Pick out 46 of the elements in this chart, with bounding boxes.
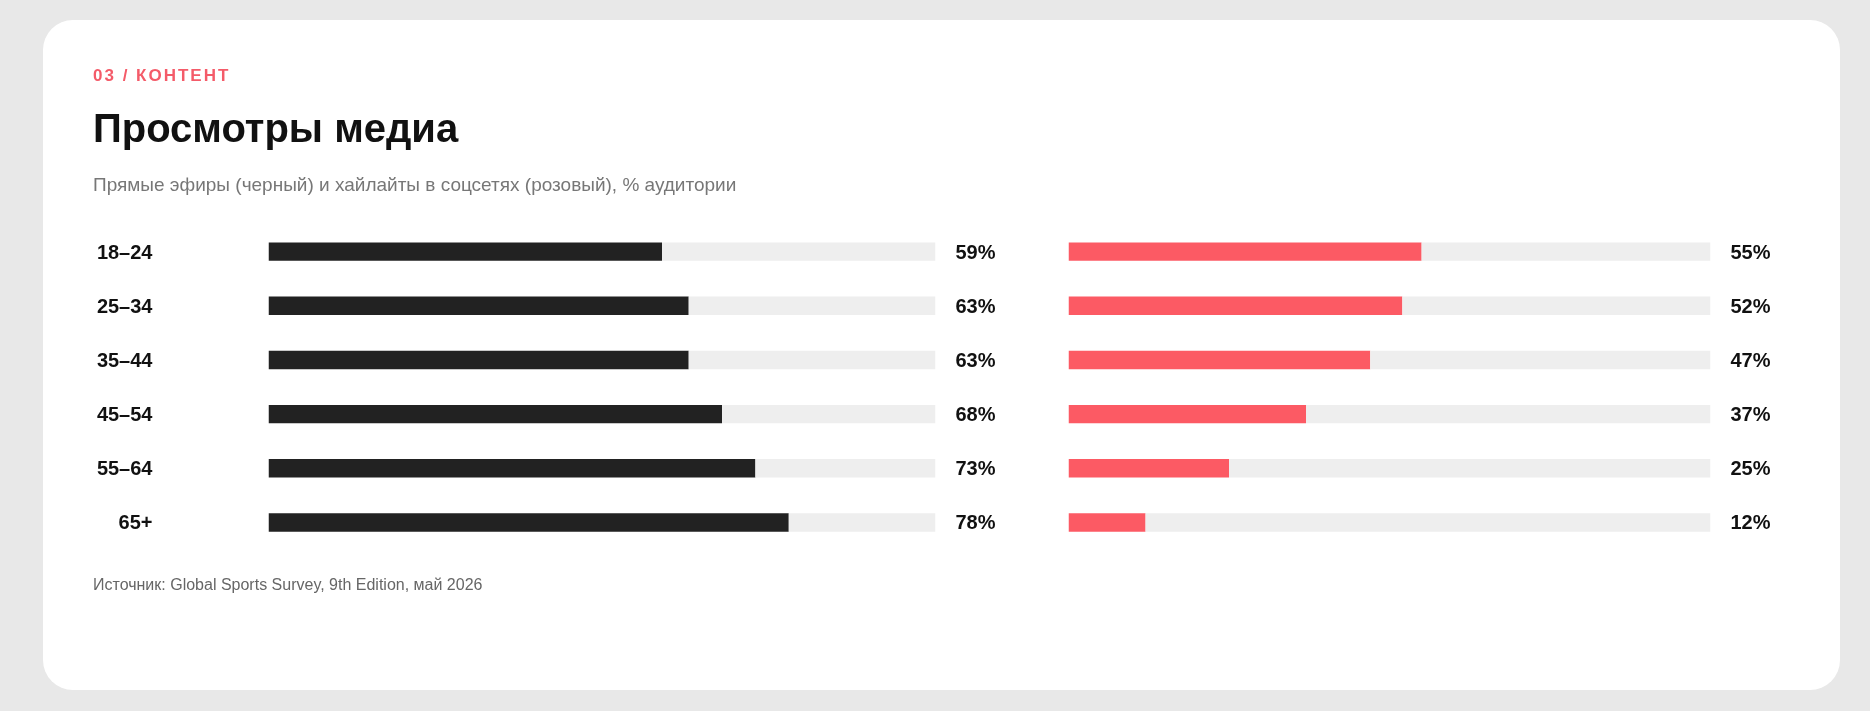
bar xyxy=(755,458,936,478)
data-label: 63% xyxy=(955,348,996,371)
data-label: 55% xyxy=(1730,240,1771,263)
y-tick-label: 18–24 xyxy=(96,240,154,263)
bar xyxy=(268,296,689,315)
text: 03 / КОНТЕНТ xyxy=(93,65,231,87)
bar xyxy=(1068,404,1307,423)
y-tick-label: 25–34 xyxy=(96,294,154,317)
bar xyxy=(1068,458,1229,478)
bar xyxy=(788,512,936,532)
bar xyxy=(1421,241,1711,261)
bar xyxy=(1229,458,1711,478)
bar xyxy=(268,512,789,532)
bar xyxy=(1068,296,1403,315)
bar xyxy=(268,404,723,423)
bar xyxy=(1370,350,1711,369)
bar xyxy=(268,458,756,478)
data-label: 78% xyxy=(955,510,996,533)
data-label: 63% xyxy=(955,294,996,317)
data-label: 12% xyxy=(1730,510,1771,533)
y-tick-label: 65+ xyxy=(118,510,153,533)
bar xyxy=(688,350,936,369)
bar xyxy=(688,296,936,315)
chart-title: Просмотры медиа xyxy=(93,105,459,153)
bar xyxy=(268,350,689,369)
bar xyxy=(662,241,936,261)
bar xyxy=(268,241,663,261)
text: Источник: Global Sports Survey, 9th Edition, май 2026 xyxy=(93,574,483,595)
y-tick-label: 55–64 xyxy=(96,456,154,479)
bar xyxy=(1068,350,1371,369)
bar xyxy=(722,404,936,423)
bar xyxy=(1306,404,1711,423)
data-label: 25% xyxy=(1730,456,1771,479)
y-tick-label: 35–44 xyxy=(96,348,154,371)
data-label: 52% xyxy=(1730,294,1771,317)
bar xyxy=(1068,241,1422,261)
data-label: 37% xyxy=(1730,402,1771,425)
y-tick-label: 45–54 xyxy=(96,402,154,425)
data-label: 73% xyxy=(955,456,996,479)
bar xyxy=(1145,512,1711,532)
data-label: 47% xyxy=(1730,348,1771,371)
data-label: 68% xyxy=(955,402,996,425)
chart-subtitle: Прямые эфиры (черный) и хайлайты в соцсетях (розовый), % аудитории xyxy=(93,173,737,198)
data-label: 59% xyxy=(955,240,996,263)
bar xyxy=(1402,296,1711,315)
bar xyxy=(1068,512,1146,532)
